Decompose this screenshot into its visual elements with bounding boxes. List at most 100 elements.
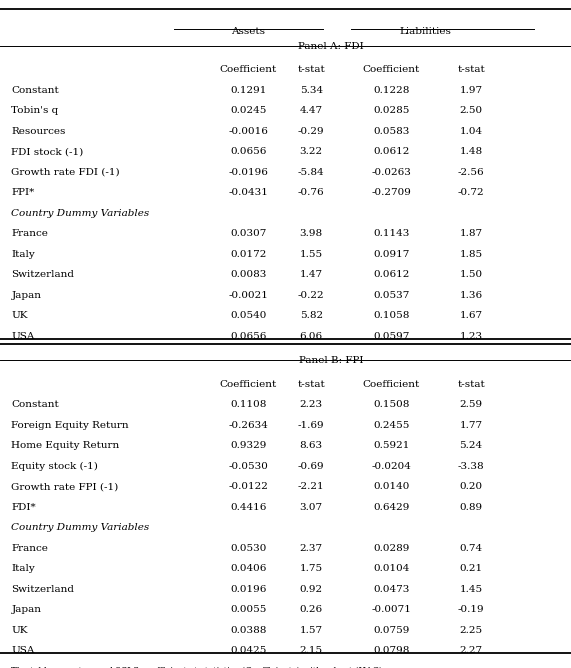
Text: -0.76: -0.76 xyxy=(298,188,324,197)
Text: 1.50: 1.50 xyxy=(460,270,482,279)
Text: 0.1228: 0.1228 xyxy=(373,86,409,95)
Text: 2.37: 2.37 xyxy=(300,544,323,552)
Text: USA: USA xyxy=(11,646,35,655)
Text: 4.47: 4.47 xyxy=(300,106,323,115)
Text: 1.23: 1.23 xyxy=(460,331,482,341)
Text: 0.26: 0.26 xyxy=(300,605,323,614)
Text: 0.1143: 0.1143 xyxy=(373,229,409,238)
Text: 0.0172: 0.0172 xyxy=(230,250,267,259)
Text: 8.63: 8.63 xyxy=(300,442,323,450)
Text: 0.89: 0.89 xyxy=(460,503,482,512)
Text: Coefficient: Coefficient xyxy=(220,379,277,389)
Text: 0.0285: 0.0285 xyxy=(373,106,409,115)
Text: Switzerland: Switzerland xyxy=(11,270,74,279)
Text: 2.27: 2.27 xyxy=(460,646,482,655)
Text: Switzerland: Switzerland xyxy=(11,584,74,594)
Text: 0.2455: 0.2455 xyxy=(373,421,409,430)
Text: Constant: Constant xyxy=(11,86,59,95)
Text: -0.0196: -0.0196 xyxy=(228,168,268,176)
Text: -0.0530: -0.0530 xyxy=(228,462,268,471)
Text: 0.0406: 0.0406 xyxy=(230,564,267,573)
Text: 0.0055: 0.0055 xyxy=(230,605,267,614)
Text: FDI stock (-1): FDI stock (-1) xyxy=(11,147,84,156)
Text: 1.67: 1.67 xyxy=(460,311,482,320)
Text: Resources: Resources xyxy=(11,126,66,136)
Text: 0.0083: 0.0083 xyxy=(230,270,267,279)
Text: 3.07: 3.07 xyxy=(300,503,323,512)
Text: 1.47: 1.47 xyxy=(300,270,323,279)
Text: 0.4416: 0.4416 xyxy=(230,503,267,512)
Text: -0.72: -0.72 xyxy=(458,188,484,197)
Text: 2.23: 2.23 xyxy=(300,400,323,409)
Text: Japan: Japan xyxy=(11,291,42,299)
Text: 1.45: 1.45 xyxy=(460,584,482,594)
Text: 0.5921: 0.5921 xyxy=(373,442,409,450)
Text: 0.92: 0.92 xyxy=(300,584,323,594)
Text: -0.22: -0.22 xyxy=(298,291,324,299)
Text: 0.0656: 0.0656 xyxy=(230,147,267,156)
Text: 0.0583: 0.0583 xyxy=(373,126,409,136)
Text: 1.75: 1.75 xyxy=(300,564,323,573)
Text: Equity stock (-1): Equity stock (-1) xyxy=(11,462,98,471)
Text: Panel B: FPI: Panel B: FPI xyxy=(299,356,363,365)
Text: 1.36: 1.36 xyxy=(460,291,482,299)
Text: -0.0016: -0.0016 xyxy=(228,126,268,136)
Text: 0.0530: 0.0530 xyxy=(230,544,267,552)
Text: Growth rate FPI (-1): Growth rate FPI (-1) xyxy=(11,482,119,491)
Text: -0.0263: -0.0263 xyxy=(371,168,411,176)
Text: 2.50: 2.50 xyxy=(460,106,482,115)
Text: 3.98: 3.98 xyxy=(300,229,323,238)
Text: 0.21: 0.21 xyxy=(460,564,482,573)
Text: t-stat: t-stat xyxy=(297,379,325,389)
Text: 0.74: 0.74 xyxy=(460,544,482,552)
Text: 0.0388: 0.0388 xyxy=(230,626,267,635)
Text: 2.25: 2.25 xyxy=(460,626,482,635)
Text: Panel A: FDI: Panel A: FDI xyxy=(298,41,364,51)
Text: 0.1108: 0.1108 xyxy=(230,400,267,409)
Text: -0.69: -0.69 xyxy=(298,462,324,471)
Text: 2.59: 2.59 xyxy=(460,400,482,409)
Text: 0.0537: 0.0537 xyxy=(373,291,409,299)
Text: USA: USA xyxy=(11,331,35,341)
Text: -3.38: -3.38 xyxy=(458,462,484,471)
Text: 1.97: 1.97 xyxy=(460,86,482,95)
Text: Home Equity Return: Home Equity Return xyxy=(11,442,120,450)
Text: 0.0425: 0.0425 xyxy=(230,646,267,655)
Text: FPI*: FPI* xyxy=(11,188,35,197)
Text: 1.57: 1.57 xyxy=(300,626,323,635)
Text: France: France xyxy=(11,229,49,238)
Text: -2.21: -2.21 xyxy=(298,482,324,491)
Text: Assets: Assets xyxy=(231,27,266,36)
Text: Italy: Italy xyxy=(11,250,35,259)
Text: 0.0307: 0.0307 xyxy=(230,229,267,238)
Text: 6.06: 6.06 xyxy=(300,331,323,341)
Text: 0.9329: 0.9329 xyxy=(230,442,267,450)
Text: -0.2634: -0.2634 xyxy=(228,421,268,430)
Text: t-stat: t-stat xyxy=(297,65,325,74)
Text: -0.0021: -0.0021 xyxy=(228,291,268,299)
Text: 0.0917: 0.0917 xyxy=(373,250,409,259)
Text: Coefficient: Coefficient xyxy=(363,379,420,389)
Text: 0.0597: 0.0597 xyxy=(373,331,409,341)
Text: Coefficient: Coefficient xyxy=(220,65,277,74)
Text: 0.0140: 0.0140 xyxy=(373,482,409,491)
Text: 0.0245: 0.0245 xyxy=(230,106,267,115)
Text: 0.0798: 0.0798 xyxy=(373,646,409,655)
Text: Country Dummy Variables: Country Dummy Variables xyxy=(11,208,150,218)
Text: 0.0612: 0.0612 xyxy=(373,147,409,156)
Text: 1.87: 1.87 xyxy=(460,229,482,238)
Text: UK: UK xyxy=(11,311,28,320)
Text: FDI*: FDI* xyxy=(11,503,36,512)
Text: 0.1291: 0.1291 xyxy=(230,86,267,95)
Text: Constant: Constant xyxy=(11,400,59,409)
Text: Tobin's q: Tobin's q xyxy=(11,106,59,115)
Text: Coefficient: Coefficient xyxy=(363,65,420,74)
Text: Italy: Italy xyxy=(11,564,35,573)
Text: t-stat: t-stat xyxy=(457,65,485,74)
Text: 0.0656: 0.0656 xyxy=(230,331,267,341)
Text: -0.0204: -0.0204 xyxy=(371,462,411,471)
Text: t-stat: t-stat xyxy=(457,379,485,389)
Text: -0.0431: -0.0431 xyxy=(228,188,268,197)
Text: 5.82: 5.82 xyxy=(300,311,323,320)
Text: 0.0540: 0.0540 xyxy=(230,311,267,320)
